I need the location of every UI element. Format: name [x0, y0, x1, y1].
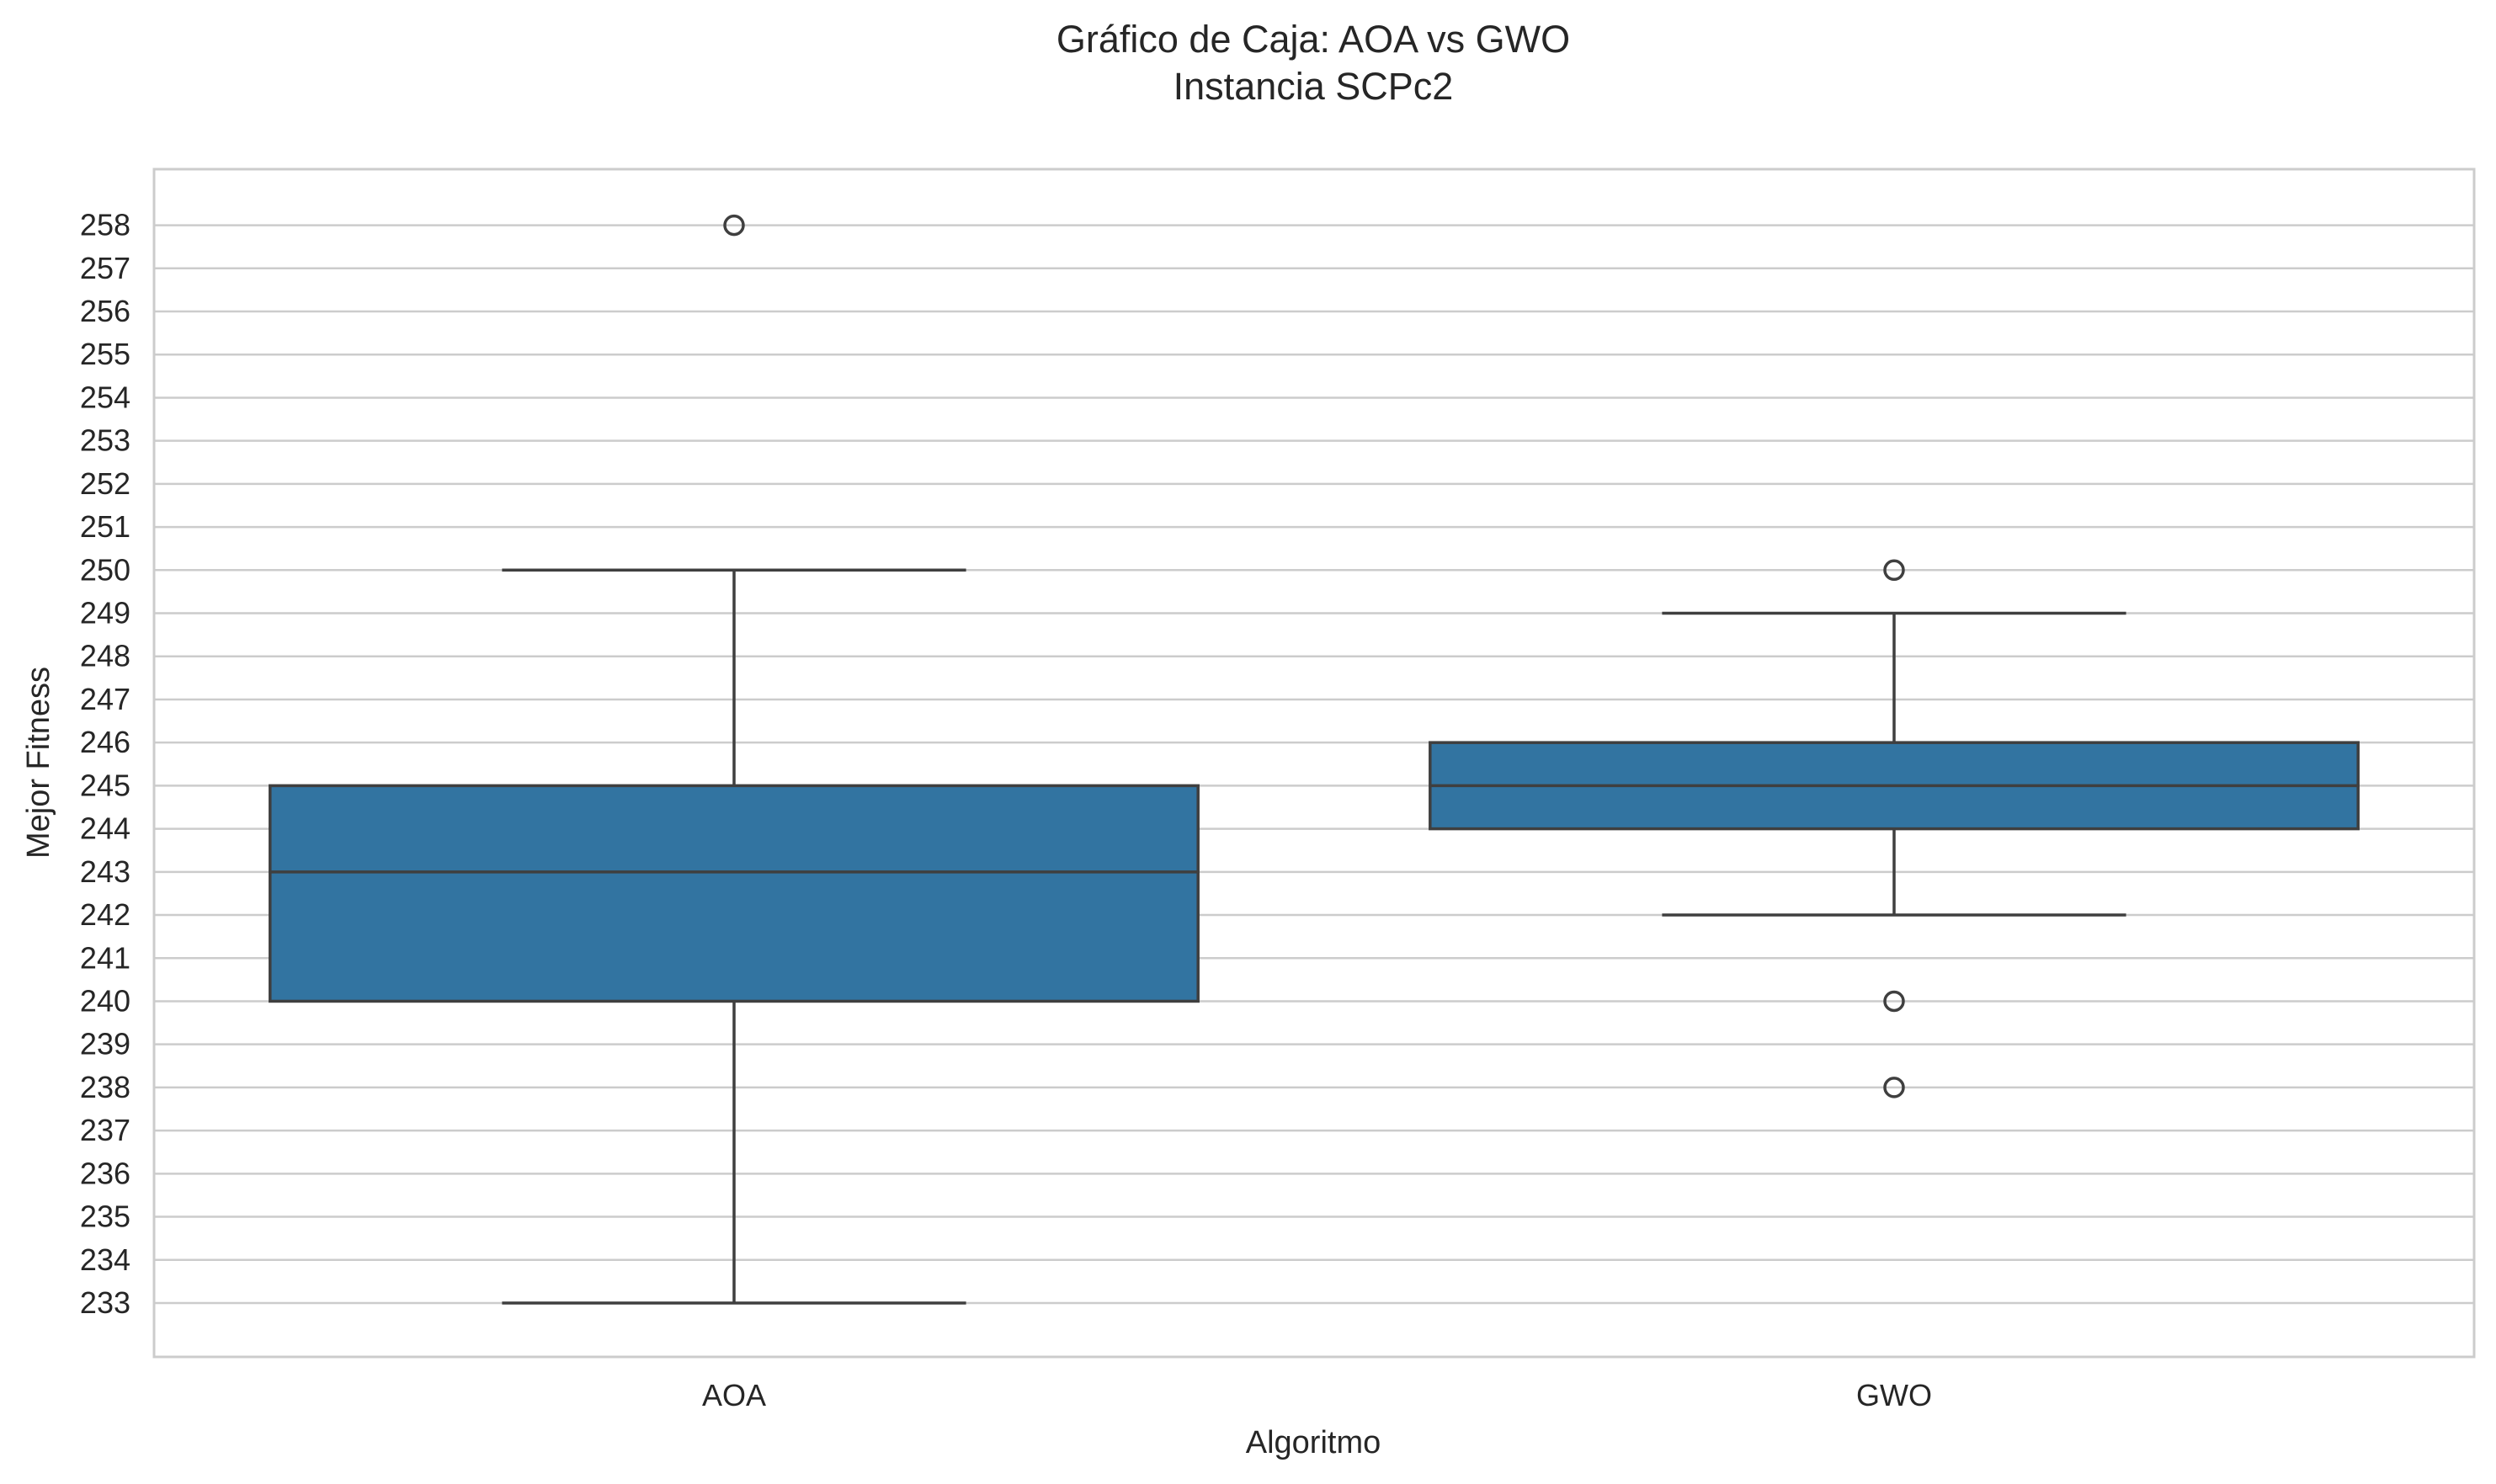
y-tick-label: 238	[80, 1070, 130, 1104]
chart-title: Gráfico de Caja: AOA vs GWO	[1056, 18, 1570, 61]
y-tick-label: 258	[80, 208, 130, 242]
x-axis-label: Algoritmo	[1246, 1425, 1381, 1460]
outlier-point	[723, 214, 745, 237]
y-tick-label: 248	[80, 639, 130, 673]
box-group-aoa	[269, 214, 1200, 1305]
y-tick-label: 239	[80, 1027, 130, 1061]
y-tick-label: 253	[80, 423, 130, 458]
x-tick-label: GWO	[1856, 1378, 1932, 1412]
y-tick-label: 249	[80, 596, 130, 630]
y-tick-label: 250	[80, 552, 130, 587]
y-tick-label: 244	[80, 811, 130, 846]
outlier-point	[1883, 1077, 1905, 1098]
box-group-gwo	[1429, 559, 2360, 1098]
iqr-box	[269, 784, 1200, 1003]
y-tick-label: 257	[80, 251, 130, 285]
outlier-point	[1883, 990, 1905, 1013]
x-tick-labels: AOA GWO	[702, 1378, 1932, 1412]
y-tick-label: 243	[80, 854, 130, 889]
x-tick-label: AOA	[702, 1378, 766, 1412]
y-tick-label: 251	[80, 509, 130, 544]
y-tick-label: 242	[80, 897, 130, 932]
outlier-point	[1883, 559, 1905, 582]
chart-subtitle: Instancia SCPc2	[1173, 65, 1454, 108]
y-tick-label: 237	[80, 1113, 130, 1147]
y-tick-label: 256	[80, 294, 130, 328]
y-axis-label: Mejor Fitness	[21, 667, 56, 859]
y-tick-label: 234	[80, 1242, 130, 1277]
y-tick-label: 252	[80, 466, 130, 501]
y-tick-label: 236	[80, 1156, 130, 1190]
y-tick-label: 255	[80, 337, 130, 371]
y-tick-label: 235	[80, 1199, 130, 1234]
y-tick-label: 241	[80, 940, 130, 975]
y-tick-label: 246	[80, 725, 130, 759]
y-tick-label: 240	[80, 983, 130, 1018]
y-tick-labels: 233 234 235 236 237 238 239 240 241 242 243 244 245 2…	[80, 208, 130, 1320]
y-tick-label: 247	[80, 682, 130, 716]
boxes	[269, 214, 2360, 1305]
y-tick-label: 245	[80, 768, 130, 802]
y-tick-label: 233	[80, 1285, 130, 1320]
y-tick-label: 254	[80, 380, 130, 414]
